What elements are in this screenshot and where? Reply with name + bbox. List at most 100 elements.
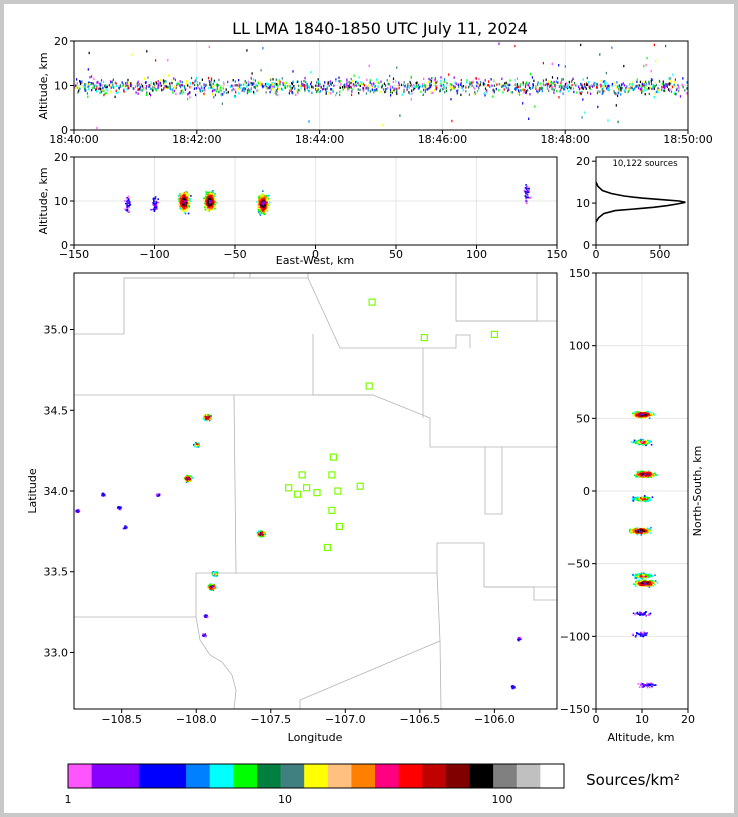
source-point <box>246 85 248 88</box>
source-point <box>209 419 211 422</box>
source-point <box>158 83 160 87</box>
source-point <box>366 78 368 82</box>
source-point <box>264 197 267 199</box>
chart-title: LL LMA 1840-1850 UTC July 11, 2024 <box>232 19 528 38</box>
source-point <box>503 88 505 91</box>
source-point <box>517 639 520 641</box>
source-point <box>234 84 236 87</box>
source-point <box>294 87 296 90</box>
source-point <box>209 584 211 586</box>
source-point <box>147 76 149 79</box>
source-point <box>146 93 148 96</box>
source-point <box>260 81 262 84</box>
source-point <box>293 85 295 88</box>
source-point <box>152 208 154 211</box>
source-point <box>132 87 134 90</box>
source-point <box>632 88 635 91</box>
source-point <box>196 81 198 84</box>
source-point <box>104 92 106 95</box>
source-point <box>373 82 375 85</box>
source-point <box>81 80 83 83</box>
source-point <box>137 88 139 91</box>
source-point <box>396 92 398 95</box>
county-line <box>195 616 237 709</box>
source-point <box>107 89 109 92</box>
plan-view-frame <box>73 272 558 710</box>
x-tick-label: −50 <box>223 248 246 261</box>
source-point <box>443 83 445 87</box>
source-point <box>214 88 216 92</box>
source-point <box>183 91 185 94</box>
source-point <box>212 200 215 202</box>
source-point <box>527 89 529 92</box>
source-point <box>330 92 332 95</box>
source-point <box>517 89 520 92</box>
source-point <box>564 83 567 86</box>
source-point <box>232 85 234 88</box>
source-point <box>256 201 258 203</box>
source-point <box>666 85 668 88</box>
source-point <box>466 81 468 84</box>
source-point <box>203 88 205 92</box>
source-point <box>209 194 211 196</box>
source-point <box>202 417 205 420</box>
source-point <box>202 635 205 637</box>
x-tick-label: −107.0 <box>325 713 366 726</box>
source-point <box>261 534 264 536</box>
source-point <box>484 82 486 86</box>
source-point <box>484 87 487 90</box>
source-point <box>572 77 574 80</box>
source-point <box>670 77 672 80</box>
source-point <box>582 87 584 90</box>
source-point <box>359 84 361 87</box>
source-point <box>355 80 357 83</box>
source-point <box>406 88 408 91</box>
source-point <box>276 83 278 86</box>
source-point <box>79 87 81 90</box>
source-point <box>135 91 137 94</box>
source-point <box>658 88 660 92</box>
north-south-sources <box>629 410 659 689</box>
source-point <box>619 86 621 89</box>
source-point <box>157 495 159 497</box>
source-point <box>387 82 389 86</box>
source-point <box>453 85 455 88</box>
source-point <box>124 208 126 210</box>
source-point <box>641 86 643 89</box>
source-point <box>369 90 371 93</box>
source-point <box>206 206 209 209</box>
source-point <box>172 87 174 90</box>
source-point <box>207 584 210 587</box>
source-point <box>602 80 604 83</box>
source-point <box>321 88 323 91</box>
source-point <box>152 89 154 92</box>
plan-view-cluster <box>155 493 161 497</box>
plan-view-cluster <box>193 442 200 448</box>
source-point <box>186 200 189 202</box>
source-point <box>636 84 638 88</box>
source-point <box>596 91 598 95</box>
source-point <box>201 86 203 89</box>
source-point <box>391 91 393 94</box>
source-point <box>319 90 321 93</box>
source-point <box>91 75 93 78</box>
source-point <box>155 205 158 208</box>
source-point <box>146 50 148 53</box>
source-point <box>260 69 262 72</box>
source-point <box>126 203 129 206</box>
source-point <box>116 84 118 87</box>
source-point <box>527 83 529 87</box>
source-point <box>101 90 103 93</box>
source-point <box>471 84 473 87</box>
source-point <box>518 85 520 89</box>
source-point <box>436 87 438 90</box>
source-point <box>326 87 328 90</box>
source-point <box>677 91 679 94</box>
source-point <box>648 80 650 84</box>
source-point <box>159 81 161 85</box>
source-point <box>210 203 213 206</box>
source-point <box>670 90 673 93</box>
source-point <box>104 85 106 89</box>
source-point <box>245 81 247 85</box>
source-point <box>172 91 174 94</box>
